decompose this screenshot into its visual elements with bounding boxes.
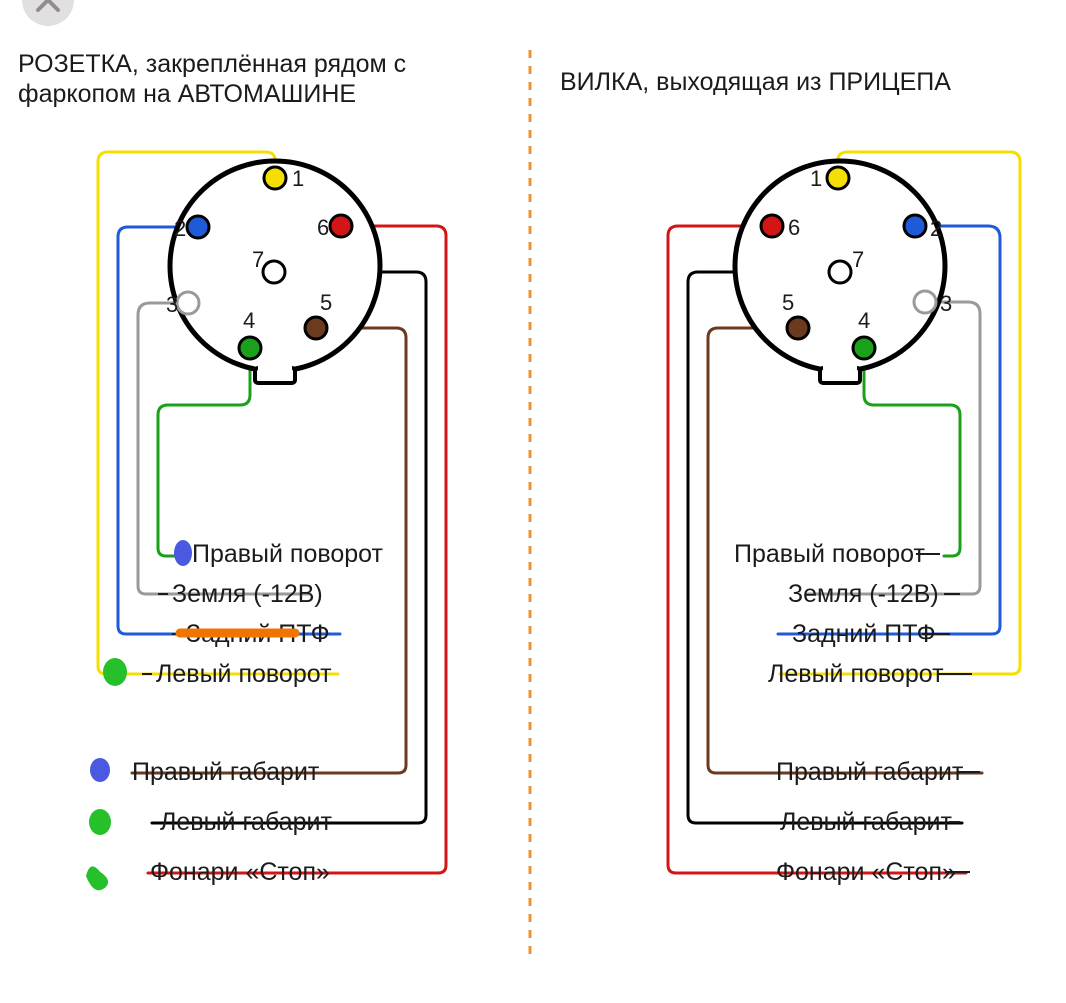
left-pin-7 [263, 261, 285, 283]
left-pin-2 [187, 216, 209, 238]
left-pin-num-3: 3 [166, 292, 178, 317]
right-pin-3 [914, 291, 936, 313]
right-pin-5 [787, 317, 809, 339]
right-label-6: Фонари «Стоп» [776, 858, 956, 886]
left-pin-num-6: 6 [317, 215, 329, 240]
left-pin-3 [177, 292, 199, 314]
left-pin-6 [330, 215, 352, 237]
left-pin-num-5: 5 [320, 290, 332, 315]
left-label-0: Правый поворот [192, 540, 384, 568]
right-pin-7 [829, 261, 851, 283]
right-label-5: Левый габарит [780, 808, 952, 836]
left-pin-num-4: 4 [243, 308, 255, 333]
wiring-diagram: РОЗЕТКА, закреплённая рядом сфаркопом на… [0, 0, 1066, 1003]
bg [0, 0, 1066, 1003]
left-label-5: Левый габарит [160, 808, 332, 836]
annotation-3 [89, 809, 111, 835]
left-pin-1 [264, 167, 286, 189]
right-pin-num-6: 6 [788, 215, 800, 240]
right-pin-num-1: 1 [810, 166, 822, 191]
right-pin-num-5: 5 [782, 290, 794, 315]
diagram-svg: РОЗЕТКА, закреплённая рядом сфаркопом на… [0, 0, 1066, 1003]
left-label-6: Фонари «Стоп» [150, 858, 330, 886]
right-label-2: Задний ПТФ [792, 620, 936, 648]
left-pin-5 [305, 317, 327, 339]
left-notch-mask [258, 365, 292, 371]
left-label-4: Правый габарит [132, 758, 320, 786]
title-right: ВИЛКА, выходящая из ПРИЦЕПА [560, 68, 951, 96]
left-label-1: Земля (-12В) [172, 580, 323, 608]
right-pin-num-2: 2 [930, 216, 942, 241]
right-pin-4 [853, 337, 875, 359]
right-label-3: Левый поворот [768, 660, 944, 688]
annotation-2 [90, 758, 110, 782]
left-pin-num-1: 1 [292, 166, 304, 191]
right-pin-1 [827, 167, 849, 189]
left-pin-num-7: 7 [252, 247, 264, 272]
annotation-0 [174, 540, 192, 566]
right-label-4: Правый габарит [776, 758, 964, 786]
right-pin-num-4: 4 [858, 308, 870, 333]
title-left-1: РОЗЕТКА, закреплённая рядом с [18, 50, 406, 78]
right-pin-2 [904, 215, 926, 237]
left-pin-4 [239, 337, 261, 359]
right-pin-num-3: 3 [940, 291, 952, 316]
left-pin-num-2: 2 [174, 216, 186, 241]
title-left-2: фаркопом на АВТОМАШИНЕ [18, 80, 356, 108]
annotation-1 [103, 658, 127, 686]
right-label-0: Правый поворот [734, 540, 926, 568]
right-pin-6 [761, 215, 783, 237]
right-pin-num-7: 7 [852, 247, 864, 272]
left-label-3: Левый поворот [156, 660, 332, 688]
right-label-1: Земля (-12В) [788, 580, 939, 608]
right-notch-mask [823, 365, 857, 371]
